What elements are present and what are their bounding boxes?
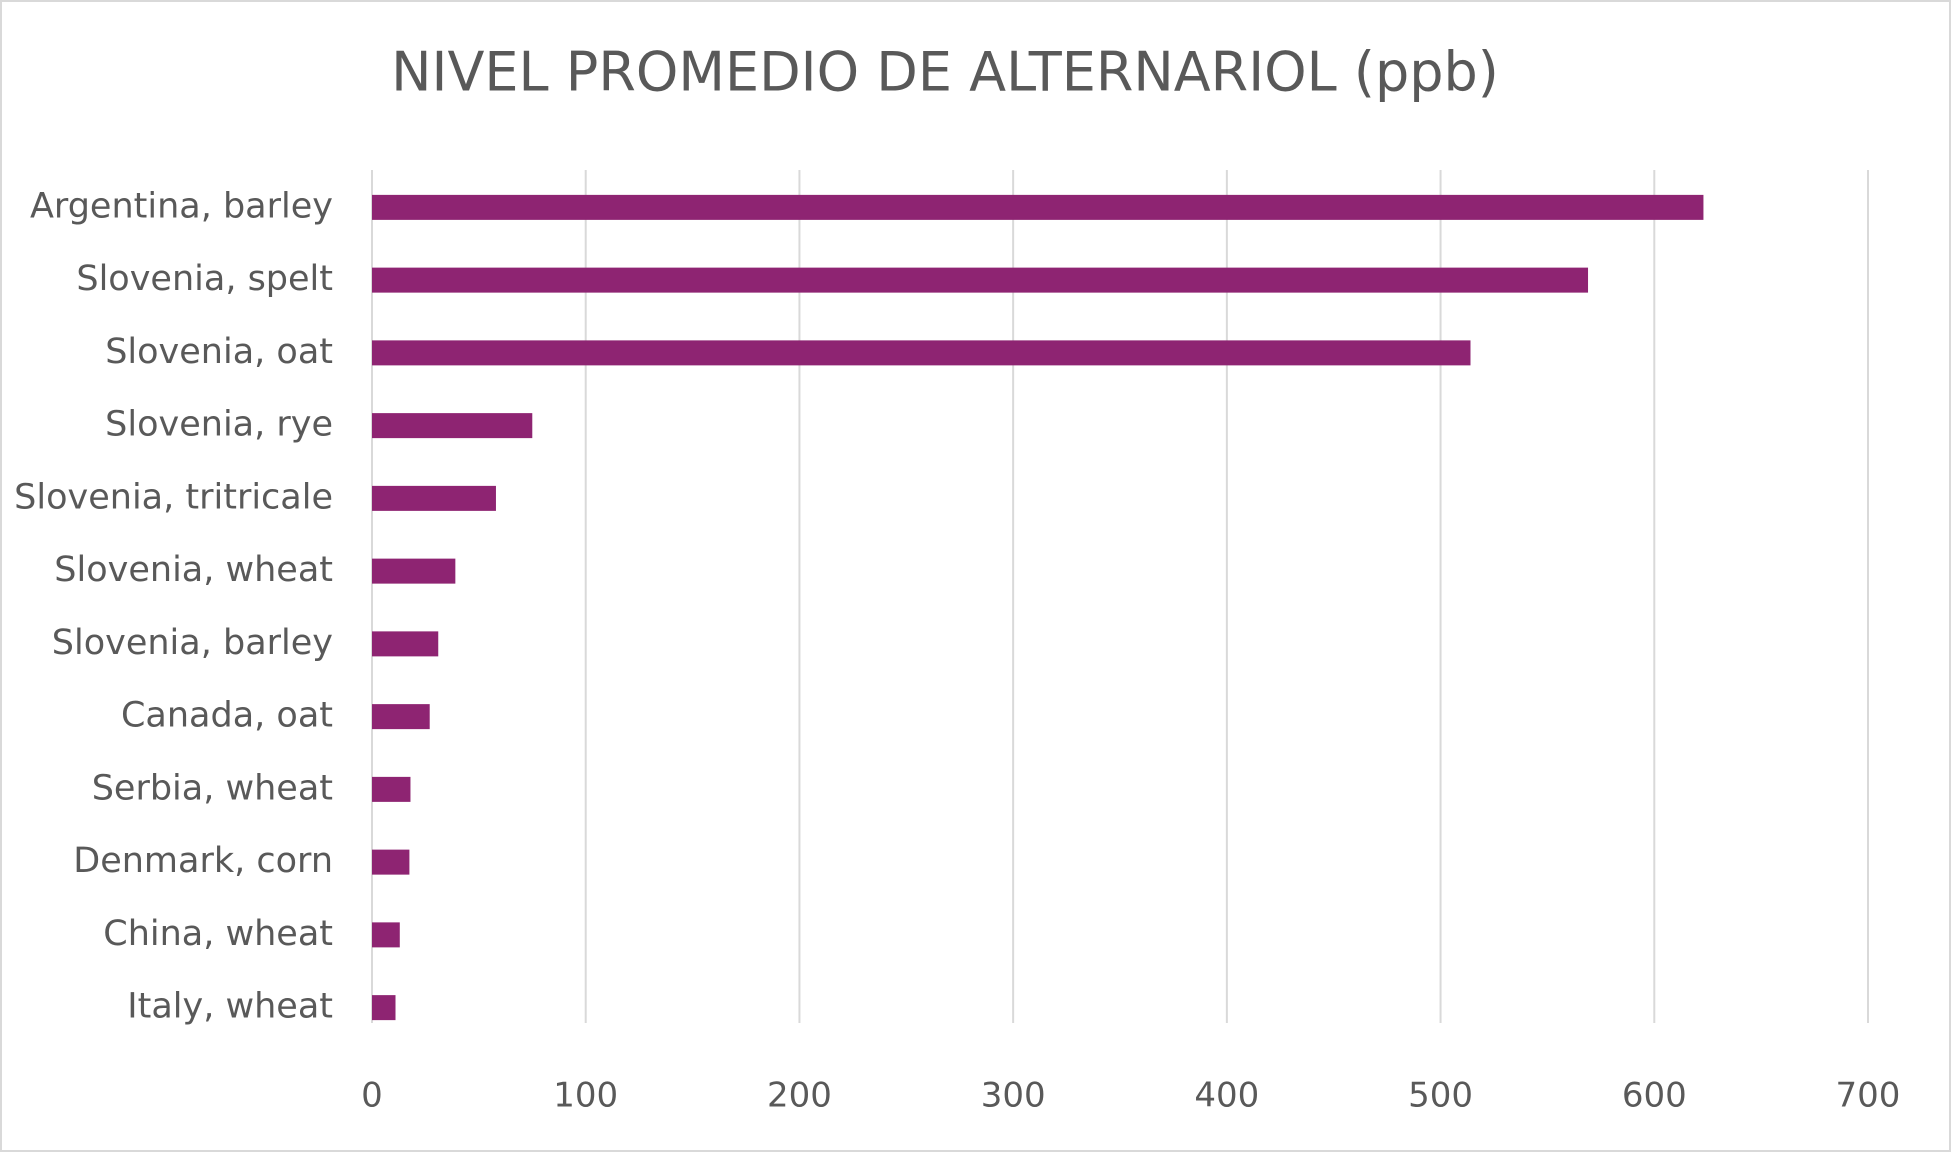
bar xyxy=(372,704,430,730)
y-tick-label: Slovenia, tritricale xyxy=(14,477,333,517)
x-tick-label: 100 xyxy=(553,1076,618,1116)
bar xyxy=(372,995,396,1021)
bar xyxy=(372,194,1704,220)
x-tick-label: 400 xyxy=(1194,1076,1259,1116)
x-tick-label: 0 xyxy=(361,1076,383,1116)
bar xyxy=(372,485,496,511)
y-tick-label: Denmark, corn xyxy=(73,841,333,881)
y-tick-label: Slovenia, oat xyxy=(105,332,333,372)
bar xyxy=(372,558,456,584)
x-tick-label: 200 xyxy=(767,1076,832,1116)
x-tick-label: 500 xyxy=(1408,1076,1473,1116)
y-tick-label: Serbia, wheat xyxy=(92,768,333,808)
bar xyxy=(372,413,533,439)
bar xyxy=(372,340,1471,366)
y-tick-label: Slovenia, wheat xyxy=(54,550,333,590)
y-tick-label: Argentina, barley xyxy=(30,186,333,226)
y-tick-label: Slovenia, barley xyxy=(52,623,333,663)
x-tick-label: 300 xyxy=(981,1076,1046,1116)
bar xyxy=(372,776,411,802)
bar xyxy=(372,267,1589,293)
y-tick-label: Slovenia, spelt xyxy=(76,259,333,299)
bar xyxy=(372,922,400,948)
y-tick-label: China, wheat xyxy=(103,914,333,954)
bar xyxy=(372,631,439,657)
y-tick-label: Canada, oat xyxy=(121,696,333,736)
y-tick-label: Italy, wheat xyxy=(127,987,333,1027)
x-tick-label: 600 xyxy=(1622,1076,1687,1116)
chart-title: NIVEL PROMEDIO DE ALTERNARIOL (ppb) xyxy=(391,41,1499,104)
x-tick-label: 700 xyxy=(1836,1076,1901,1116)
bar xyxy=(372,849,410,875)
y-tick-label: Slovenia, rye xyxy=(105,405,333,445)
